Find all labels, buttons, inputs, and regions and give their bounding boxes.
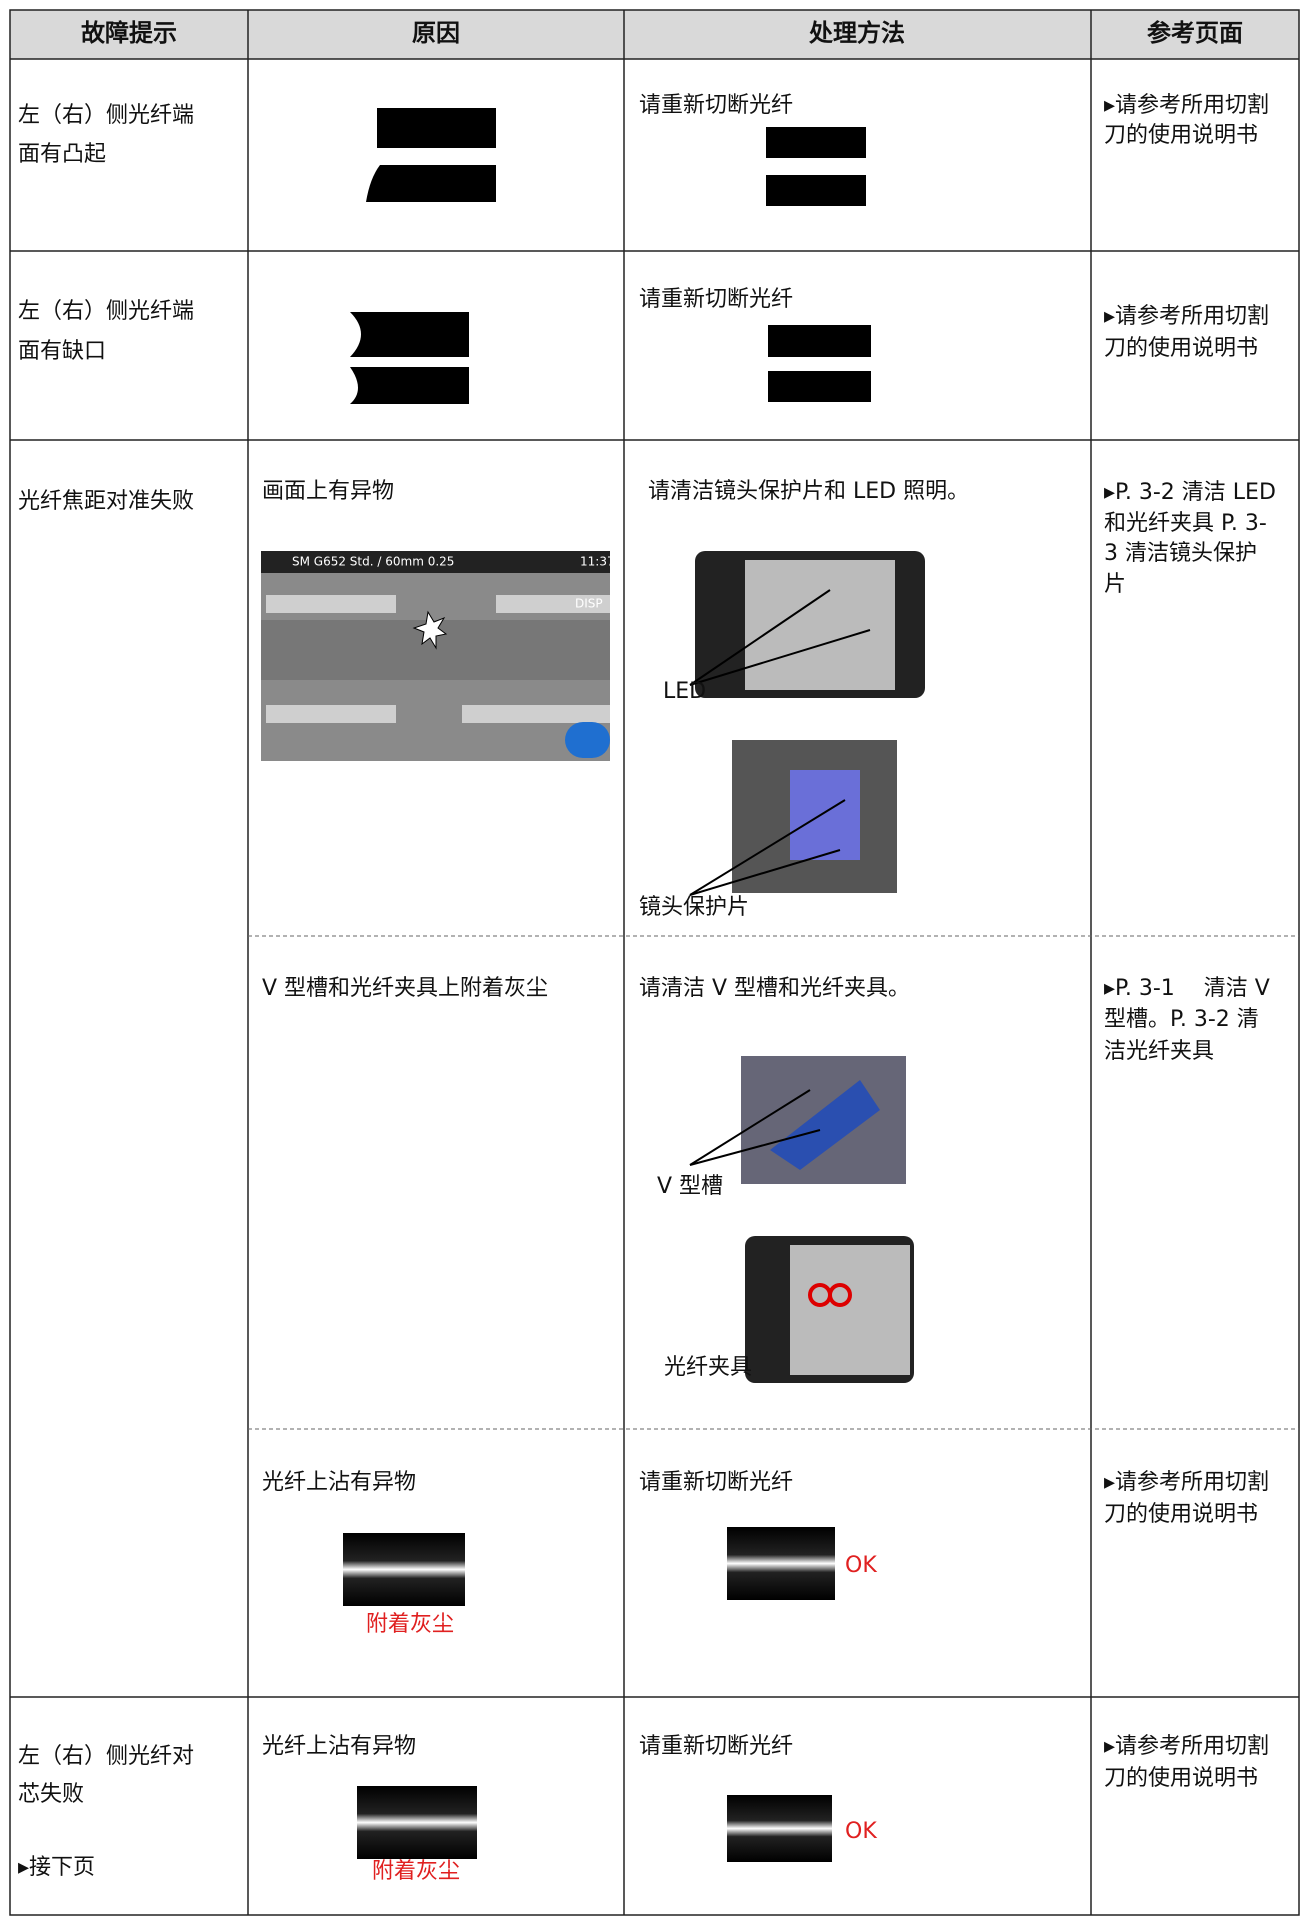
header-cell: 处理方法 — [808, 19, 905, 47]
fault: 芯失败 — [18, 1782, 84, 1807]
image-label: OK — [845, 1553, 877, 1578]
remedy: 请清洁 V 型槽和光纤夹具。 — [639, 976, 910, 1001]
header-cell: 故障提示 — [81, 19, 177, 47]
ref: 刀的使用说明书 — [1104, 1766, 1258, 1791]
screen-button: DISP — [575, 597, 603, 611]
image-label: 光纤夹具 — [664, 1355, 752, 1380]
fault: 左（右）侧光纤端 — [18, 103, 194, 128]
cause: 光纤上沾有异物 — [262, 1470, 416, 1495]
image-label: 镜头保护片 — [639, 895, 749, 920]
image-label: 附着灰尘 — [366, 1612, 454, 1637]
ref: 刀的使用说明书 — [1104, 336, 1258, 361]
ref: ▸请参考所用切割 — [1104, 1470, 1269, 1495]
fault: 面有凸起 — [18, 142, 106, 167]
ref: 片 — [1104, 572, 1126, 597]
ref: 型槽。P. 3-2 清 — [1104, 1007, 1259, 1032]
cause: 画面上有异物 — [262, 479, 394, 504]
ref: ▸P. 3-2 清洁 LED — [1104, 480, 1276, 505]
remedy: 请重新切断光纤 — [639, 1470, 793, 1495]
screen-image — [261, 551, 610, 761]
fault: 光纤焦距对准失败 — [18, 489, 194, 514]
ref: ▸请参考所用切割 — [1104, 304, 1269, 329]
ref: 洁光纤夹具 — [1104, 1039, 1214, 1064]
remedy: 请重新切断光纤 — [639, 287, 793, 312]
ref: ▸请参考所用切割 — [1104, 1734, 1269, 1759]
image-label: V 型槽 — [657, 1174, 723, 1199]
grid — [9, 9, 1300, 1916]
image-label: 附着灰尘 — [372, 1859, 460, 1884]
screen-status: SM G652 Std. / 60mm 0.25 — [292, 555, 454, 569]
device-illustrations — [689, 551, 925, 1383]
fiber-pictograms — [350, 108, 871, 404]
header-cell: 原因 — [412, 19, 460, 47]
header-cell: 参考页面 — [1147, 19, 1243, 47]
remedy: 请清洁镜头保护片和 LED 照明。 — [648, 479, 969, 504]
fiber-images — [343, 1527, 835, 1862]
ref: 和光纤夹具 P. 3- — [1104, 511, 1267, 536]
cause: 光纤上沾有异物 — [262, 1734, 416, 1759]
remedy: 请重新切断光纤 — [639, 93, 793, 118]
screen-time: 11:37 — [580, 555, 615, 569]
fault: 面有缺口 — [18, 339, 106, 364]
note: ▸接下页 — [18, 1855, 95, 1880]
ref: ▸P. 3-1 清洁 V — [1104, 976, 1270, 1001]
cause: V 型槽和光纤夹具上附着灰尘 — [262, 976, 548, 1001]
remedy: 请重新切断光纤 — [639, 1734, 793, 1759]
ref: 刀的使用说明书 — [1104, 123, 1258, 148]
header-bg — [10, 10, 1299, 59]
fault: 左（右）侧光纤对 — [18, 1744, 194, 1769]
image-label: OK — [845, 1819, 877, 1844]
ref: 3 清洁镜头保护 — [1104, 541, 1257, 566]
ref: ▸请参考所用切割 — [1104, 93, 1269, 118]
image-label: LED — [663, 679, 706, 704]
ref: 刀的使用说明书 — [1104, 1502, 1258, 1527]
fault: 左（右）侧光纤端 — [18, 299, 194, 324]
